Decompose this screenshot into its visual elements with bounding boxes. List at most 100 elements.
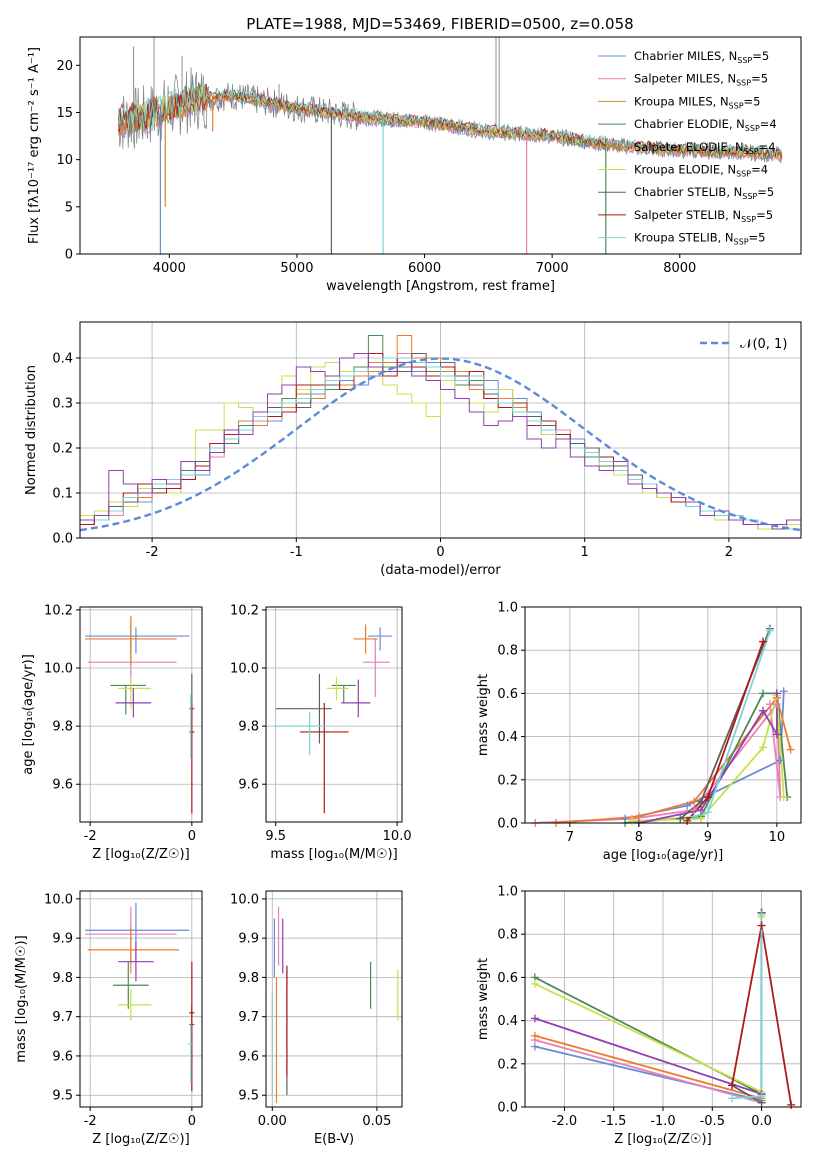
- y-tick-label: 0.8: [497, 644, 518, 659]
- x-tick-label: 10.0: [383, 829, 412, 844]
- y-tick-label: 0.4: [497, 1014, 518, 1029]
- x-axis-label: (data-model)/error: [380, 563, 501, 578]
- y-tick-label: 9.8: [238, 720, 259, 735]
- plus-marker: [696, 814, 705, 823]
- plus-marker: [703, 808, 712, 817]
- plus-marker: [772, 689, 781, 698]
- plus-marker: [776, 756, 785, 765]
- y-tick-label: 9.5: [238, 1089, 259, 1104]
- errorbar-point: [353, 624, 378, 654]
- weight-line: [535, 691, 785, 823]
- x-tick-label: 7000: [536, 261, 569, 276]
- plot-area: [117, 37, 783, 254]
- plus-marker: [728, 1094, 736, 1103]
- plus-marker: [627, 816, 636, 825]
- plus-marker: [530, 1014, 539, 1023]
- x-axis-label: E(B-V): [314, 1132, 354, 1147]
- legend: 𝒩(0, 1): [700, 337, 787, 352]
- y-tick-label: 0.1: [52, 487, 73, 502]
- panel-age_vs_Z: -2 0 9.6 9.8 10.0 10.2 Z [log₁₀(Z/Z☉)] age [log…: [21, 603, 203, 862]
- y-tick-label: 0.4: [52, 352, 73, 367]
- plot-area: [271, 906, 399, 1104]
- y-tick-label: 0.3: [52, 397, 73, 412]
- errorbar-point: [273, 711, 327, 756]
- weight-line: [534, 916, 763, 1094]
- legend-label: Chabrier ELODIE, NSSP=4: [634, 117, 777, 133]
- x-tick-label: 0: [188, 829, 196, 844]
- x-tick-label: 0.00: [258, 1114, 287, 1129]
- axes-frame: [265, 890, 403, 1108]
- axes-frame: [79, 36, 802, 255]
- x-axis-label: Z [log₁₀(Z/Z☉)]: [92, 1132, 189, 1147]
- errorbar-point: [87, 926, 180, 974]
- y-tick-label: 20: [56, 59, 73, 74]
- panel-mass_vs_ebv: 0.00 0.05 9.5 9.6 9.7 9.8 9.9 10.0 E(B-V): [230, 890, 403, 1147]
- errorbar-point: [326, 676, 349, 700]
- plus-marker: [765, 700, 774, 709]
- y-tick-label: 9.9: [238, 932, 259, 947]
- y-tick-label: 9.8: [52, 720, 73, 735]
- plus-marker: [728, 1081, 736, 1090]
- x-axis-label: wavelength [Angstrom, rest frame]: [326, 279, 555, 294]
- y-tick-label: 9.6: [238, 778, 259, 793]
- plus-marker: [757, 910, 766, 919]
- panel-weight_vs_age: 7 8 9 10 0.0 0.2 0.4 0.6 0.8 1.0 age [log₁₀(age/yr…: [476, 601, 802, 863]
- panel-spectrum: 4000 5000 6000 7000 8000 0 5 10 15 20 wavelength […: [27, 36, 802, 294]
- errorbar-point: [118, 942, 154, 982]
- y-tick-label: 10.2: [230, 603, 259, 618]
- y-tick-label: 0.0: [497, 817, 518, 832]
- y-tick-label: 0.8: [497, 928, 518, 943]
- plot-area: [535, 628, 792, 823]
- weight-line: [535, 701, 782, 823]
- y-tick-label: 0.4: [497, 730, 518, 745]
- y-axis-label: age [log₁₀(age/yr)]: [21, 654, 36, 775]
- plus-marker: [683, 801, 692, 810]
- x-tick-label: -1.0: [650, 1114, 675, 1129]
- y-tick-label: 9.8: [52, 971, 73, 986]
- errorbar-point: [115, 688, 152, 718]
- x-tick-label: 9.5: [265, 829, 286, 844]
- figure-title: PLATE=1988, MJD=53469, FIBERID=0500, z=0…: [246, 15, 633, 33]
- y-tick-label: 9.7: [238, 1010, 259, 1025]
- y-tick-label: 0.2: [497, 1057, 518, 1072]
- x-tick-label: 0: [436, 545, 444, 560]
- plus-marker: [759, 689, 768, 698]
- plus-marker: [759, 706, 768, 715]
- y-tick-label: 0.6: [497, 687, 518, 702]
- y-tick-label: 1.0: [497, 885, 518, 900]
- x-tick-label: 9: [704, 830, 712, 845]
- axes-frame: [265, 606, 403, 823]
- plus-marker: [772, 730, 781, 739]
- axes-frame: [79, 890, 203, 1108]
- x-tick-label: -2: [146, 545, 159, 560]
- x-tick-label: 10: [769, 830, 786, 845]
- legend-label: Kroupa ELODIE, NSSP=4: [634, 163, 768, 179]
- errorbar-point: [275, 673, 332, 744]
- y-tick-label: 10.0: [44, 662, 73, 677]
- y-tick-label: 1.0: [497, 601, 518, 616]
- y-tick-label: 9.7: [52, 1010, 73, 1025]
- plus-marker: [690, 812, 699, 821]
- y-axis-label: Normed distribution: [24, 365, 39, 495]
- weight-line: [534, 912, 763, 1102]
- x-axis-label: mass [log₁₀(M/M☉)]: [270, 847, 397, 862]
- errorbar-point: [85, 902, 190, 962]
- plus-marker: [786, 745, 795, 754]
- errorbar-point: [189, 961, 195, 1092]
- x-tick-label: 0: [188, 1114, 196, 1129]
- model-line: [117, 82, 783, 158]
- plus-marker: [779, 687, 788, 696]
- legend-label: Chabrier STELIB, NSSP=5: [634, 185, 774, 201]
- y-tick-label: 9.8: [238, 971, 259, 986]
- legend-label: 𝒩(0, 1): [740, 337, 787, 352]
- y-tick-label: 0: [65, 248, 73, 263]
- panel-residual_histograms: -2 -1 0 1 2 0.0 0.1 0.2 0.3 0.4 (data-model)/error…: [24, 321, 802, 578]
- x-tick-label: -2.0: [552, 1114, 577, 1129]
- x-tick-label: 2: [725, 545, 733, 560]
- legend: Chabrier MILES, NSSP=5 Salpeter MILES, NS…: [598, 49, 777, 247]
- panel-age_vs_mass: 9.5 10.0 9.6 9.8 10.0 10.2 mass [log₁₀(M/M☉)]: [230, 603, 412, 862]
- plus-marker: [530, 979, 539, 988]
- errorbar-point: [113, 961, 149, 1009]
- y-tick-label: 10.0: [230, 892, 259, 907]
- x-tick-label: -2: [84, 829, 97, 844]
